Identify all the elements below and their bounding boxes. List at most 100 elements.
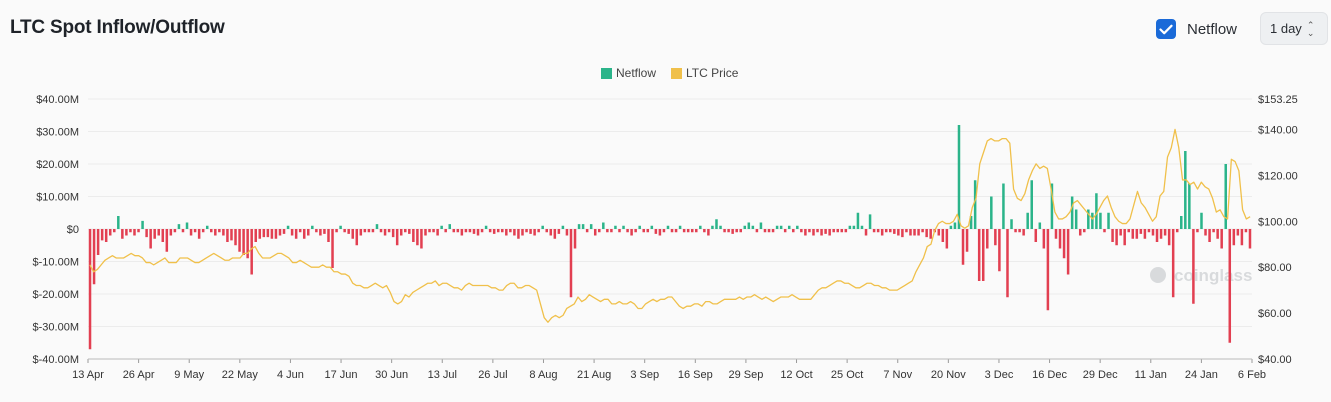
netflow-bar[interactable] — [509, 229, 512, 233]
netflow-bar[interactable] — [319, 229, 322, 236]
netflow-bar[interactable] — [1006, 229, 1009, 298]
netflow-bar[interactable] — [395, 229, 399, 246]
netflow-bar[interactable] — [1204, 229, 1207, 236]
netflow-bar[interactable] — [169, 229, 173, 236]
netflow-bar[interactable] — [100, 229, 104, 241]
netflow-bar[interactable] — [448, 224, 451, 230]
netflow-bar[interactable] — [464, 229, 468, 233]
netflow-bar[interactable] — [185, 222, 189, 230]
netflow-bar[interactable] — [775, 225, 779, 229]
netflow-bar[interactable] — [1095, 193, 1098, 229]
netflow-bar[interactable] — [250, 229, 253, 275]
netflow-bar[interactable] — [585, 229, 589, 233]
netflow-bar[interactable] — [1123, 229, 1126, 246]
netflow-bar[interactable] — [302, 229, 306, 239]
netflow-bar[interactable] — [412, 229, 415, 242]
netflow-bar[interactable] — [654, 229, 658, 234]
netflow-bar[interactable] — [1042, 229, 1046, 249]
netflow-bar[interactable] — [1143, 229, 1147, 239]
netflow-bar[interactable] — [783, 229, 787, 233]
netflow-bar[interactable] — [1220, 229, 1223, 249]
netflow-bar[interactable] — [294, 229, 298, 239]
netflow-bar[interactable] — [569, 229, 573, 298]
netflow-bar[interactable] — [800, 229, 803, 233]
netflow-bar[interactable] — [355, 229, 359, 246]
netflow-bar[interactable] — [893, 229, 896, 234]
netflow-bar[interactable] — [1026, 212, 1029, 229]
netflow-bar[interactable] — [864, 229, 868, 236]
netflow-bar[interactable] — [1058, 229, 1062, 249]
netflow-bar[interactable] — [323, 229, 326, 234]
netflow-bar[interactable] — [994, 229, 997, 246]
netflow-bar[interactable] — [391, 229, 395, 238]
netflow-bar[interactable] — [763, 229, 767, 233]
netflow-bar[interactable] — [1139, 229, 1143, 234]
netflow-bar[interactable] — [1131, 229, 1135, 239]
netflow-bar[interactable] — [880, 229, 884, 236]
netflow-bar[interactable] — [937, 229, 941, 236]
netflow-bar[interactable] — [650, 225, 654, 229]
netflow-bar[interactable] — [1244, 229, 1248, 233]
netflow-bar[interactable] — [428, 229, 431, 233]
netflow-bar[interactable] — [529, 229, 532, 234]
netflow-bar[interactable] — [335, 229, 338, 233]
netflow-bar[interactable] — [444, 229, 447, 233]
netflow-bar[interactable] — [88, 229, 92, 350]
netflow-bar[interactable] — [844, 229, 848, 233]
netflow-bar[interactable] — [1046, 229, 1050, 311]
netflow-bar[interactable] — [359, 229, 363, 236]
netflow-bar[interactable] — [351, 229, 354, 239]
netflow-bar[interactable] — [484, 225, 488, 229]
netflow-bar[interactable] — [884, 229, 888, 233]
netflow-bar[interactable] — [703, 229, 706, 233]
netflow-bar[interactable] — [488, 229, 492, 233]
netflow-bar[interactable] — [973, 180, 977, 229]
netflow-bar[interactable] — [779, 225, 783, 229]
netflow-bar[interactable] — [589, 224, 593, 230]
netflow-bar[interactable] — [642, 229, 645, 233]
netflow-bar[interactable] — [181, 229, 185, 233]
netflow-bar[interactable] — [537, 229, 540, 233]
netflow-bar[interactable] — [238, 229, 241, 252]
netflow-bar[interactable] — [755, 229, 759, 233]
netflow-bar[interactable] — [214, 229, 217, 236]
netflow-bar[interactable] — [925, 229, 928, 238]
netflow-bar[interactable] — [525, 229, 528, 233]
netflow-bar[interactable] — [113, 229, 116, 233]
netflow-bar[interactable] — [678, 225, 682, 229]
legend-item-label[interactable]: LTC Price — [686, 66, 739, 80]
netflow-bar[interactable] — [416, 229, 419, 246]
netflow-bar[interactable] — [598, 229, 601, 233]
netflow-bar[interactable] — [759, 222, 763, 230]
legend[interactable]: Netflow LTC Price — [601, 66, 739, 80]
netflow-bar[interactable] — [917, 229, 920, 236]
netflow-bar[interactable] — [347, 229, 350, 234]
netflow-bar[interactable] — [929, 229, 932, 239]
netflow-bar[interactable] — [201, 229, 205, 233]
netflow-bar[interactable] — [1066, 229, 1070, 275]
netflow-bar[interactable] — [808, 229, 811, 233]
netflow-bar[interactable] — [468, 229, 472, 233]
netflow-bar[interactable] — [1111, 229, 1114, 242]
netflow-bar[interactable] — [977, 229, 981, 281]
netflow-bar[interactable] — [286, 225, 290, 229]
netflow-bar[interactable] — [141, 220, 144, 230]
netflow-bar[interactable] — [1103, 229, 1106, 233]
netflow-bar[interactable] — [1216, 229, 1219, 239]
netflow-bar[interactable] — [226, 229, 229, 242]
netflow-bar[interactable] — [1196, 229, 1199, 233]
netflow-toggle[interactable]: Netflow — [1156, 17, 1237, 41]
netflow-bar[interactable] — [820, 229, 823, 236]
netflow-bar[interactable] — [751, 225, 755, 229]
netflow-bar[interactable] — [743, 225, 747, 229]
netflow-bar[interactable] — [852, 225, 856, 229]
netflow-bar[interactable] — [92, 229, 96, 285]
netflow-bar[interactable] — [1010, 219, 1013, 229]
netflow-bar[interactable] — [1087, 209, 1090, 230]
netflow-bar[interactable] — [399, 229, 403, 236]
netflow-bar[interactable] — [832, 229, 835, 233]
netflow-bar[interactable] — [1078, 229, 1082, 236]
netflow-bar[interactable] — [796, 225, 799, 229]
netflow-bar[interactable] — [1151, 229, 1155, 236]
netflow-bar[interactable] — [230, 229, 233, 241]
